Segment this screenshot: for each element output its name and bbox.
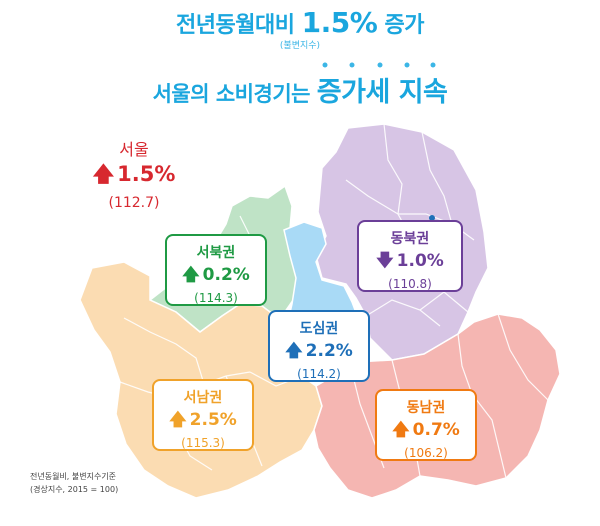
badge-index: (114.3)	[194, 291, 238, 305]
badge-dongbuk: 동북권 🡇 1.0% (110.8)	[357, 220, 463, 292]
badge-dongnam: 동남권 🡅 0.7% (106.2)	[375, 389, 477, 461]
emphasis-dot	[377, 62, 383, 68]
headline2-prefix: 서울의 소비경기는	[152, 82, 311, 106]
headline-line2: 서울의 소비경기는 증가세 지속	[0, 70, 600, 109]
emphasis-dot	[404, 62, 410, 68]
badge-name: 동남권	[406, 400, 446, 416]
emphasis-dot	[430, 62, 436, 68]
emphasis-dot	[349, 62, 355, 68]
seoul-name: 서울	[119, 140, 149, 159]
headline2-emphasis: 증가세 지속	[316, 77, 448, 108]
badge-index: (110.8)	[388, 277, 432, 291]
badge-change: 🡅 2.2%	[270, 338, 368, 367]
up-arrow-icon: 🡅	[92, 162, 115, 186]
footnote-line2: (경상지수, 2015 = 100)	[30, 485, 119, 494]
badge-seonam: 서남권 🡅 2.5% (115.3)	[152, 379, 254, 451]
emphasis-dot	[322, 62, 328, 68]
badge-dosim: 도심권 🡅 2.2% (114.2)	[268, 310, 370, 382]
seoul-total: 서울 🡅 1.5% (112.7)	[86, 136, 182, 211]
badge-change: 🡅 2.5%	[154, 407, 252, 436]
badge-change: 🡅 0.2%	[167, 262, 265, 291]
badge-name: 도심권	[299, 321, 339, 337]
emphasis-dots	[322, 62, 436, 68]
badge-seobuk: 서북권 🡅 0.2% (114.3)	[165, 234, 267, 306]
headline-suffix: 증가	[384, 13, 424, 38]
up-arrow-icon: 🡅	[285, 341, 303, 361]
badge-name: 서남권	[183, 390, 223, 406]
up-arrow-icon: 🡅	[182, 265, 200, 285]
headline-value: 1.5%	[301, 6, 378, 39]
up-arrow-icon: 🡅	[392, 420, 410, 440]
badge-name: 동북권	[390, 231, 430, 247]
down-arrow-icon: 🡇	[376, 251, 394, 271]
badge-index: (115.3)	[181, 436, 225, 450]
up-arrow-icon: 🡅	[169, 410, 187, 430]
footnote-line1: 전년동월비, 불변지수기준	[30, 472, 117, 481]
badge-change: 🡅 0.7%	[377, 417, 475, 446]
location-marker	[429, 215, 435, 221]
headline-line1: 전년동월대비 1.5% 증가	[0, 6, 600, 39]
badge-change: 🡇 1.0%	[359, 248, 461, 277]
headline-note: (불변지수)	[279, 41, 321, 51]
badge-index: (114.2)	[297, 367, 341, 381]
badge-index: (106.2)	[404, 446, 448, 460]
seoul-change: 🡅 1.5%	[86, 160, 182, 195]
badge-name: 서북권	[196, 245, 236, 261]
seoul-index: (112.7)	[108, 195, 160, 211]
footnote: 전년동월비, 불변지수기준 (경상지수, 2015 = 100)	[30, 470, 118, 496]
headline-prefix: 전년동월대비	[176, 13, 295, 38]
